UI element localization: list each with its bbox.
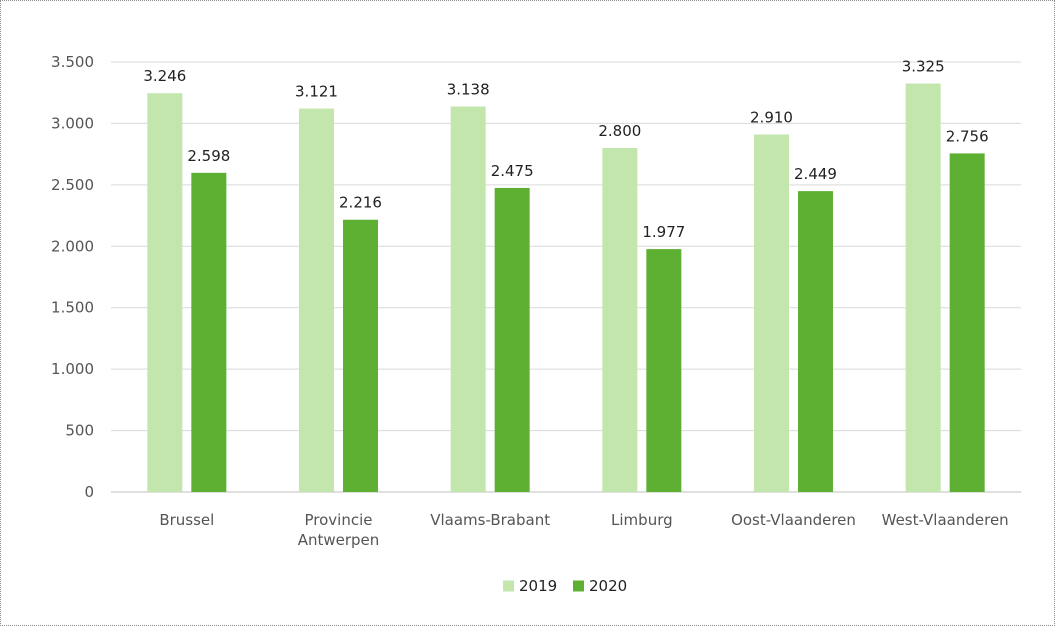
data-label: 2.216 bbox=[339, 194, 382, 212]
legend-label-2019: 2019 bbox=[519, 577, 557, 595]
data-label: 2.598 bbox=[187, 147, 230, 165]
data-label: 2.756 bbox=[946, 127, 989, 145]
bar-2019-1 bbox=[299, 109, 334, 492]
y-tick-label: 0 bbox=[84, 483, 94, 501]
data-label: 2.449 bbox=[794, 165, 837, 183]
bar-2020-2 bbox=[495, 188, 530, 492]
y-tick-label: 1.000 bbox=[51, 360, 94, 378]
bar-2020-0 bbox=[191, 173, 226, 492]
bar-2019-4 bbox=[754, 134, 789, 492]
data-label: 2.475 bbox=[491, 162, 534, 180]
data-label: 3.325 bbox=[902, 58, 945, 76]
bar-2019-5 bbox=[906, 84, 941, 493]
bar-2020-4 bbox=[798, 191, 833, 492]
data-label: 1.977 bbox=[642, 223, 685, 241]
data-label: 3.121 bbox=[295, 83, 338, 101]
x-tick-label: West-Vlaanderen bbox=[882, 511, 1009, 529]
y-tick-label: 2.000 bbox=[51, 237, 94, 255]
data-label: 3.138 bbox=[447, 80, 490, 98]
x-tick-label: Brussel bbox=[159, 511, 214, 529]
bar-2020-1 bbox=[343, 220, 378, 492]
y-tick-label: 3.500 bbox=[51, 53, 94, 71]
y-tick-label: 2.500 bbox=[51, 176, 94, 194]
data-label: 2.800 bbox=[598, 122, 641, 140]
x-tick-label: Limburg bbox=[611, 511, 673, 529]
bar-2019-0 bbox=[147, 93, 182, 492]
data-label: 3.246 bbox=[143, 67, 186, 85]
x-tick-label: Vlaams-Brabant bbox=[430, 511, 550, 529]
y-tick-label: 1.500 bbox=[51, 299, 94, 317]
legend-swatch-2019 bbox=[503, 581, 514, 592]
legend-label-2020: 2020 bbox=[589, 577, 627, 595]
bar-2020-5 bbox=[950, 153, 985, 492]
bar-2020-3 bbox=[646, 249, 681, 492]
x-tick-label: Antwerpen bbox=[298, 531, 380, 549]
data-label: 2.910 bbox=[750, 108, 793, 126]
bar-2019-3 bbox=[602, 148, 637, 492]
bar-2019-2 bbox=[451, 106, 486, 492]
x-tick-label: Provincie bbox=[305, 511, 373, 529]
y-tick-label: 500 bbox=[65, 422, 94, 440]
x-tick-label: Oost-Vlaanderen bbox=[731, 511, 856, 529]
legend-swatch-2020 bbox=[573, 581, 584, 592]
y-tick-label: 3.000 bbox=[51, 114, 94, 132]
